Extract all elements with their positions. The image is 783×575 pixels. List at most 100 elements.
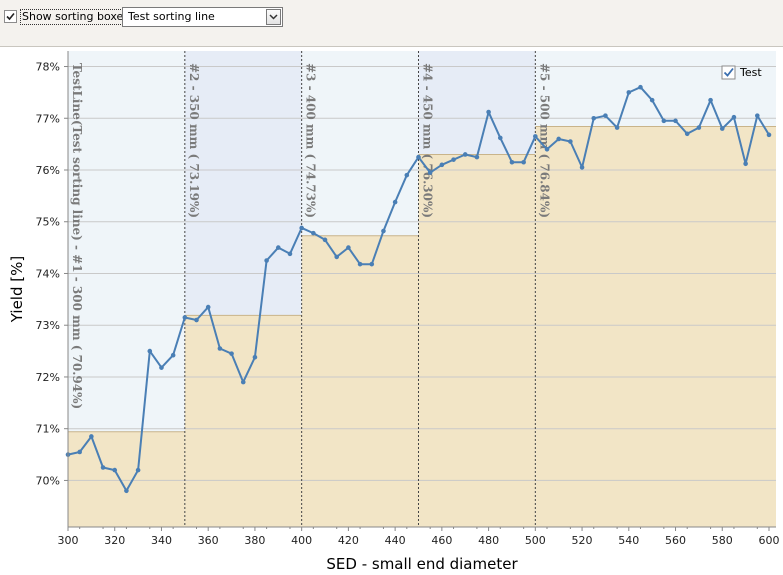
data-point xyxy=(299,225,304,231)
data-point xyxy=(182,315,188,320)
box-labels: TestLine(Test sorting line) - #1 - 300 m… xyxy=(70,63,551,409)
y-tick-label-3: 72% xyxy=(36,371,60,384)
show-sorting-boxes-checkbox[interactable] xyxy=(4,10,17,23)
data-point xyxy=(392,199,398,205)
data-point xyxy=(696,125,702,130)
data-point xyxy=(159,365,164,370)
data-point xyxy=(474,154,480,160)
data-point xyxy=(731,114,737,120)
data-point xyxy=(194,317,199,323)
data-point xyxy=(229,351,234,356)
data-point xyxy=(287,251,293,257)
x-tick-label-8: 440 xyxy=(385,534,406,547)
data-point xyxy=(638,84,643,90)
data-point xyxy=(719,126,725,131)
data-point xyxy=(275,245,281,250)
data-point xyxy=(170,352,176,358)
data-point xyxy=(509,159,515,165)
x-axis-title: SED - small end diameter xyxy=(326,555,518,573)
sorting-line-select[interactable]: Test sorting line xyxy=(122,7,283,27)
data-point xyxy=(603,113,608,118)
sorting-box-label-1: TestLine(Test sorting line) - #1 - 300 m… xyxy=(70,63,84,409)
data-point xyxy=(404,172,410,178)
data-point xyxy=(556,136,561,142)
data-point xyxy=(240,379,246,385)
yield-chart: TestLine(Test sorting line) - #1 - 300 m… xyxy=(8,51,779,573)
data-point xyxy=(497,135,503,141)
data-point xyxy=(77,449,82,455)
sorting-box-label-4: #4 - 450 mm ( 76.30%) xyxy=(420,63,434,218)
x-tick-label-5: 380 xyxy=(244,534,265,547)
data-point xyxy=(649,97,655,103)
yield-step-5 xyxy=(535,126,776,528)
checkmark-icon xyxy=(6,12,15,21)
axes: 300 320 340 360 380 400 420 440 460 480 500 520 540 5… xyxy=(36,51,779,547)
y-axis-title: Yield [%] xyxy=(8,256,26,323)
data-point xyxy=(124,488,129,494)
data-point xyxy=(684,131,690,137)
data-point xyxy=(708,97,713,103)
x-tick-label-16: 600 xyxy=(758,534,779,547)
data-point xyxy=(439,162,445,168)
data-point xyxy=(673,118,678,124)
x-tick-label-6: 400 xyxy=(291,534,312,547)
data-point xyxy=(591,115,597,121)
data-point xyxy=(533,134,538,139)
box-dividers xyxy=(184,51,536,527)
y-tick-label-8: 77% xyxy=(36,112,60,125)
x-tick-label-1: 300 xyxy=(58,534,79,547)
x-tick-label-15: 580 xyxy=(712,534,733,547)
data-point xyxy=(334,254,340,260)
sorting-box-label-2: #2 - 350 mm ( 73.19%) xyxy=(187,63,201,218)
data-point xyxy=(369,261,375,267)
data-point xyxy=(766,132,772,138)
legend[interactable]: Test xyxy=(721,65,762,80)
sorting-boxes xyxy=(68,51,776,528)
data-point xyxy=(416,154,421,160)
x-tick-label-11: 500 xyxy=(525,534,546,547)
legend-checkbox[interactable] xyxy=(721,65,736,80)
series-layer xyxy=(65,84,772,494)
yield-step-2 xyxy=(184,315,302,527)
data-point xyxy=(357,261,363,267)
yield-step-1 xyxy=(68,431,185,527)
data-point xyxy=(264,258,269,263)
legend-check-icon xyxy=(723,67,734,77)
x-tick-label-14: 560 xyxy=(665,534,686,547)
legend-entry-test: Test xyxy=(739,66,762,79)
toolbar: Show sorting boxes Test sorting line xyxy=(0,0,783,47)
y-tick-label-9: 78% xyxy=(36,61,60,74)
data-point xyxy=(89,434,94,439)
x-tick-label-12: 520 xyxy=(572,534,593,547)
data-point xyxy=(135,467,141,473)
data-point xyxy=(322,237,328,243)
data-point xyxy=(381,228,386,234)
data-point xyxy=(626,90,632,95)
data-point xyxy=(205,304,211,310)
data-point xyxy=(755,113,760,118)
data-point xyxy=(252,354,258,360)
y-tick-label-4: 73% xyxy=(36,319,60,332)
data-point xyxy=(100,465,106,470)
x-tick-label-2: 320 xyxy=(104,534,125,547)
chevron-down-icon xyxy=(269,14,278,20)
data-point xyxy=(311,230,316,236)
gridlines xyxy=(68,66,776,481)
data-point xyxy=(217,346,223,351)
data-point xyxy=(147,348,153,354)
x-tick-label-13: 540 xyxy=(618,534,639,547)
data-point xyxy=(486,109,491,115)
dropdown-button[interactable] xyxy=(266,9,281,25)
x-tick-label-10: 480 xyxy=(478,534,499,547)
data-point xyxy=(451,157,456,162)
data-point xyxy=(427,170,433,175)
x-tick-label-7: 420 xyxy=(338,534,359,547)
x-tick-label-3: 340 xyxy=(151,534,172,547)
y-tick-label-5: 74% xyxy=(36,267,60,280)
y-tick-label-7: 76% xyxy=(36,164,60,177)
data-point xyxy=(661,118,667,124)
data-point xyxy=(112,467,118,473)
yield-step-4 xyxy=(418,154,536,527)
sorting-line-select-value: Test sorting line xyxy=(128,10,215,23)
show-sorting-boxes-label[interactable]: Show sorting boxes xyxy=(20,9,132,25)
